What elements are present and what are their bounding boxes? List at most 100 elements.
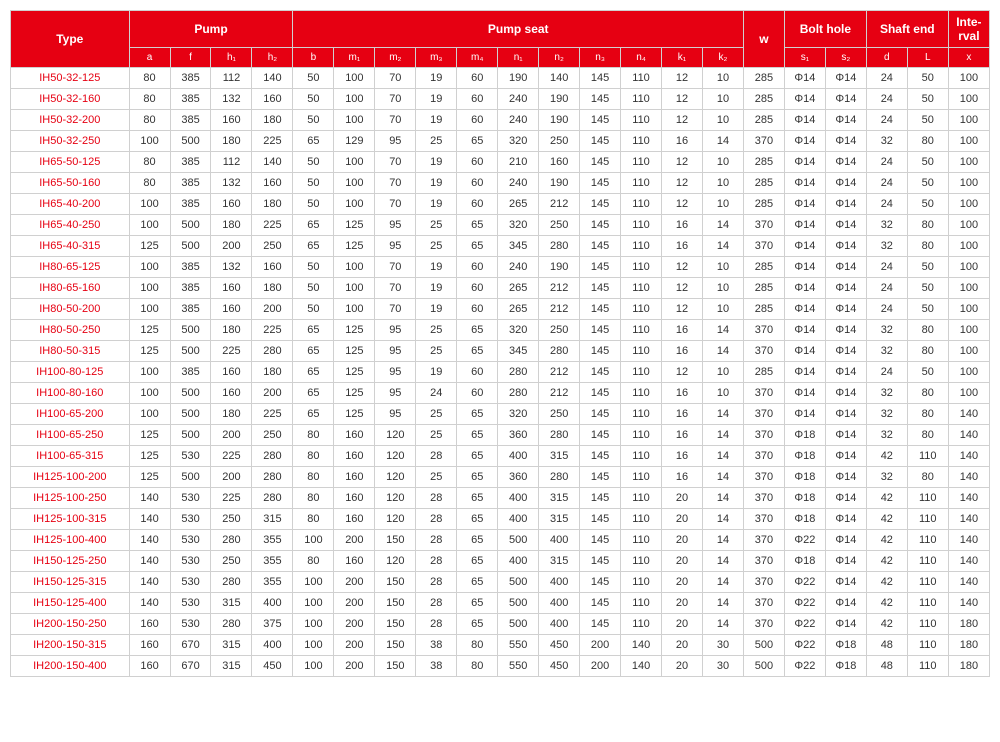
- data-cell: 14: [702, 320, 743, 341]
- data-cell: 530: [170, 530, 211, 551]
- type-cell: IH80-65-160: [11, 278, 130, 299]
- data-cell: 65: [293, 341, 334, 362]
- data-cell: 50: [907, 89, 948, 110]
- table-row: IH100-80-1601005001602006512595246028021…: [11, 383, 990, 404]
- data-cell: Φ14: [784, 131, 825, 152]
- data-cell: 160: [211, 299, 252, 320]
- data-cell: 20: [662, 614, 703, 635]
- data-cell: 110: [621, 488, 662, 509]
- data-cell: 280: [252, 341, 293, 362]
- data-cell: 50: [907, 173, 948, 194]
- data-cell: 125: [334, 404, 375, 425]
- data-cell: 28: [416, 614, 457, 635]
- data-cell: 80: [129, 68, 170, 89]
- data-cell: 500: [170, 341, 211, 362]
- data-cell: 65: [457, 425, 498, 446]
- data-cell: 110: [621, 215, 662, 236]
- data-cell: 280: [211, 572, 252, 593]
- data-cell: 110: [621, 362, 662, 383]
- data-cell: 19: [416, 89, 457, 110]
- data-cell: 60: [457, 362, 498, 383]
- data-cell: 370: [743, 341, 784, 362]
- data-cell: 16: [662, 404, 703, 425]
- data-cell: 280: [211, 614, 252, 635]
- data-cell: 250: [252, 236, 293, 257]
- data-cell: 150: [375, 530, 416, 551]
- data-cell: Φ14: [825, 152, 866, 173]
- data-cell: Φ18: [784, 509, 825, 530]
- type-cell: IH65-50-160: [11, 173, 130, 194]
- data-cell: 16: [662, 425, 703, 446]
- data-cell: 50: [293, 68, 334, 89]
- data-cell: 65: [293, 404, 334, 425]
- data-cell: 180: [211, 131, 252, 152]
- data-cell: 180: [252, 362, 293, 383]
- data-cell: 100: [129, 383, 170, 404]
- data-cell: 355: [252, 551, 293, 572]
- data-cell: 110: [621, 89, 662, 110]
- data-cell: 80: [907, 215, 948, 236]
- data-cell: 150: [375, 656, 416, 677]
- data-cell: 16: [662, 131, 703, 152]
- data-cell: 180: [211, 320, 252, 341]
- data-cell: 100: [948, 194, 989, 215]
- data-cell: 145: [580, 320, 621, 341]
- data-cell: 240: [498, 173, 539, 194]
- data-cell: 65: [293, 320, 334, 341]
- data-cell: 32: [866, 404, 907, 425]
- table-row: IH100-65-3151255302252808016012028654003…: [11, 446, 990, 467]
- data-cell: 320: [498, 215, 539, 236]
- data-cell: 14: [702, 530, 743, 551]
- data-cell: 100: [334, 257, 375, 278]
- data-cell: 14: [702, 593, 743, 614]
- data-cell: 530: [170, 614, 211, 635]
- data-cell: 100: [948, 110, 989, 131]
- data-cell: 100: [293, 656, 334, 677]
- data-cell: 80: [129, 152, 170, 173]
- data-cell: 200: [334, 635, 375, 656]
- data-cell: 160: [252, 173, 293, 194]
- data-cell: Φ14: [825, 383, 866, 404]
- data-cell: 32: [866, 131, 907, 152]
- data-cell: 100: [948, 341, 989, 362]
- data-cell: 80: [129, 110, 170, 131]
- data-cell: 42: [866, 530, 907, 551]
- data-cell: 200: [334, 572, 375, 593]
- data-cell: 315: [539, 551, 580, 572]
- data-cell: Φ14: [825, 320, 866, 341]
- data-cell: 145: [580, 152, 621, 173]
- data-cell: 370: [743, 236, 784, 257]
- data-cell: 110: [907, 509, 948, 530]
- data-cell: 140: [948, 467, 989, 488]
- data-cell: 60: [457, 278, 498, 299]
- data-cell: 145: [580, 341, 621, 362]
- data-cell: 100: [129, 362, 170, 383]
- data-cell: Φ14: [784, 215, 825, 236]
- data-cell: Φ14: [825, 257, 866, 278]
- table-row: IH65-40-25010050018022565125952565320250…: [11, 215, 990, 236]
- data-cell: Φ14: [825, 614, 866, 635]
- data-cell: Φ14: [784, 194, 825, 215]
- data-cell: 24: [866, 173, 907, 194]
- data-cell: 50: [293, 152, 334, 173]
- group-header: Type: [11, 11, 130, 68]
- data-cell: 100: [334, 278, 375, 299]
- table-row: IH50-32-12580385112140501007019601901401…: [11, 68, 990, 89]
- data-cell: 145: [580, 551, 621, 572]
- data-cell: 10: [702, 152, 743, 173]
- data-cell: 315: [539, 488, 580, 509]
- data-cell: 160: [334, 467, 375, 488]
- data-cell: 120: [375, 509, 416, 530]
- data-cell: 370: [743, 614, 784, 635]
- data-cell: 110: [621, 257, 662, 278]
- data-cell: 180: [211, 404, 252, 425]
- data-cell: 42: [866, 572, 907, 593]
- data-cell: 100: [334, 89, 375, 110]
- data-cell: 10: [702, 383, 743, 404]
- data-cell: 370: [743, 404, 784, 425]
- data-cell: 180: [252, 110, 293, 131]
- table-row: IH80-50-20010038516020050100701960265212…: [11, 299, 990, 320]
- data-cell: 32: [866, 215, 907, 236]
- data-cell: 320: [498, 131, 539, 152]
- data-cell: 120: [375, 488, 416, 509]
